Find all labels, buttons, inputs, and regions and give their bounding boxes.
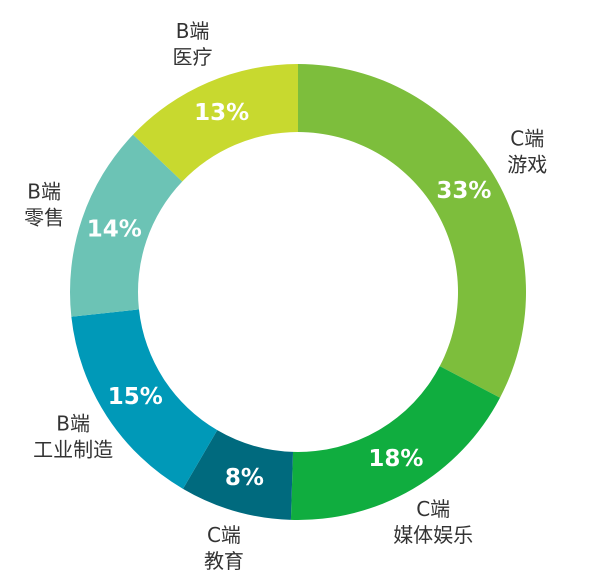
category-label: 工业制造: [33, 437, 113, 461]
category-label: C端: [416, 497, 450, 521]
category-label: 医疗: [173, 45, 213, 69]
value-label: 13%: [194, 100, 249, 126]
category-label: 游戏: [507, 153, 547, 177]
donut-segment: [182, 430, 294, 520]
category-label: B端: [27, 180, 61, 204]
category-label: C端: [510, 127, 544, 151]
category-label: 教育: [204, 549, 244, 573]
donut-segment: [71, 309, 218, 489]
donut-segment: [70, 134, 183, 317]
value-label: 18%: [368, 446, 423, 472]
donut-segment: [133, 64, 298, 182]
value-label: 8%: [225, 465, 264, 491]
category-label: 零售: [24, 206, 64, 230]
donut-segment: [290, 366, 501, 520]
category-label: B端: [56, 411, 90, 435]
category-label: B端: [176, 19, 210, 43]
category-label: C端: [207, 523, 241, 547]
value-label: 15%: [108, 384, 163, 410]
value-label: 14%: [87, 216, 142, 242]
category-label: 媒体娱乐: [393, 523, 473, 547]
value-label: 33%: [436, 178, 491, 204]
donut-segment: [298, 64, 526, 398]
